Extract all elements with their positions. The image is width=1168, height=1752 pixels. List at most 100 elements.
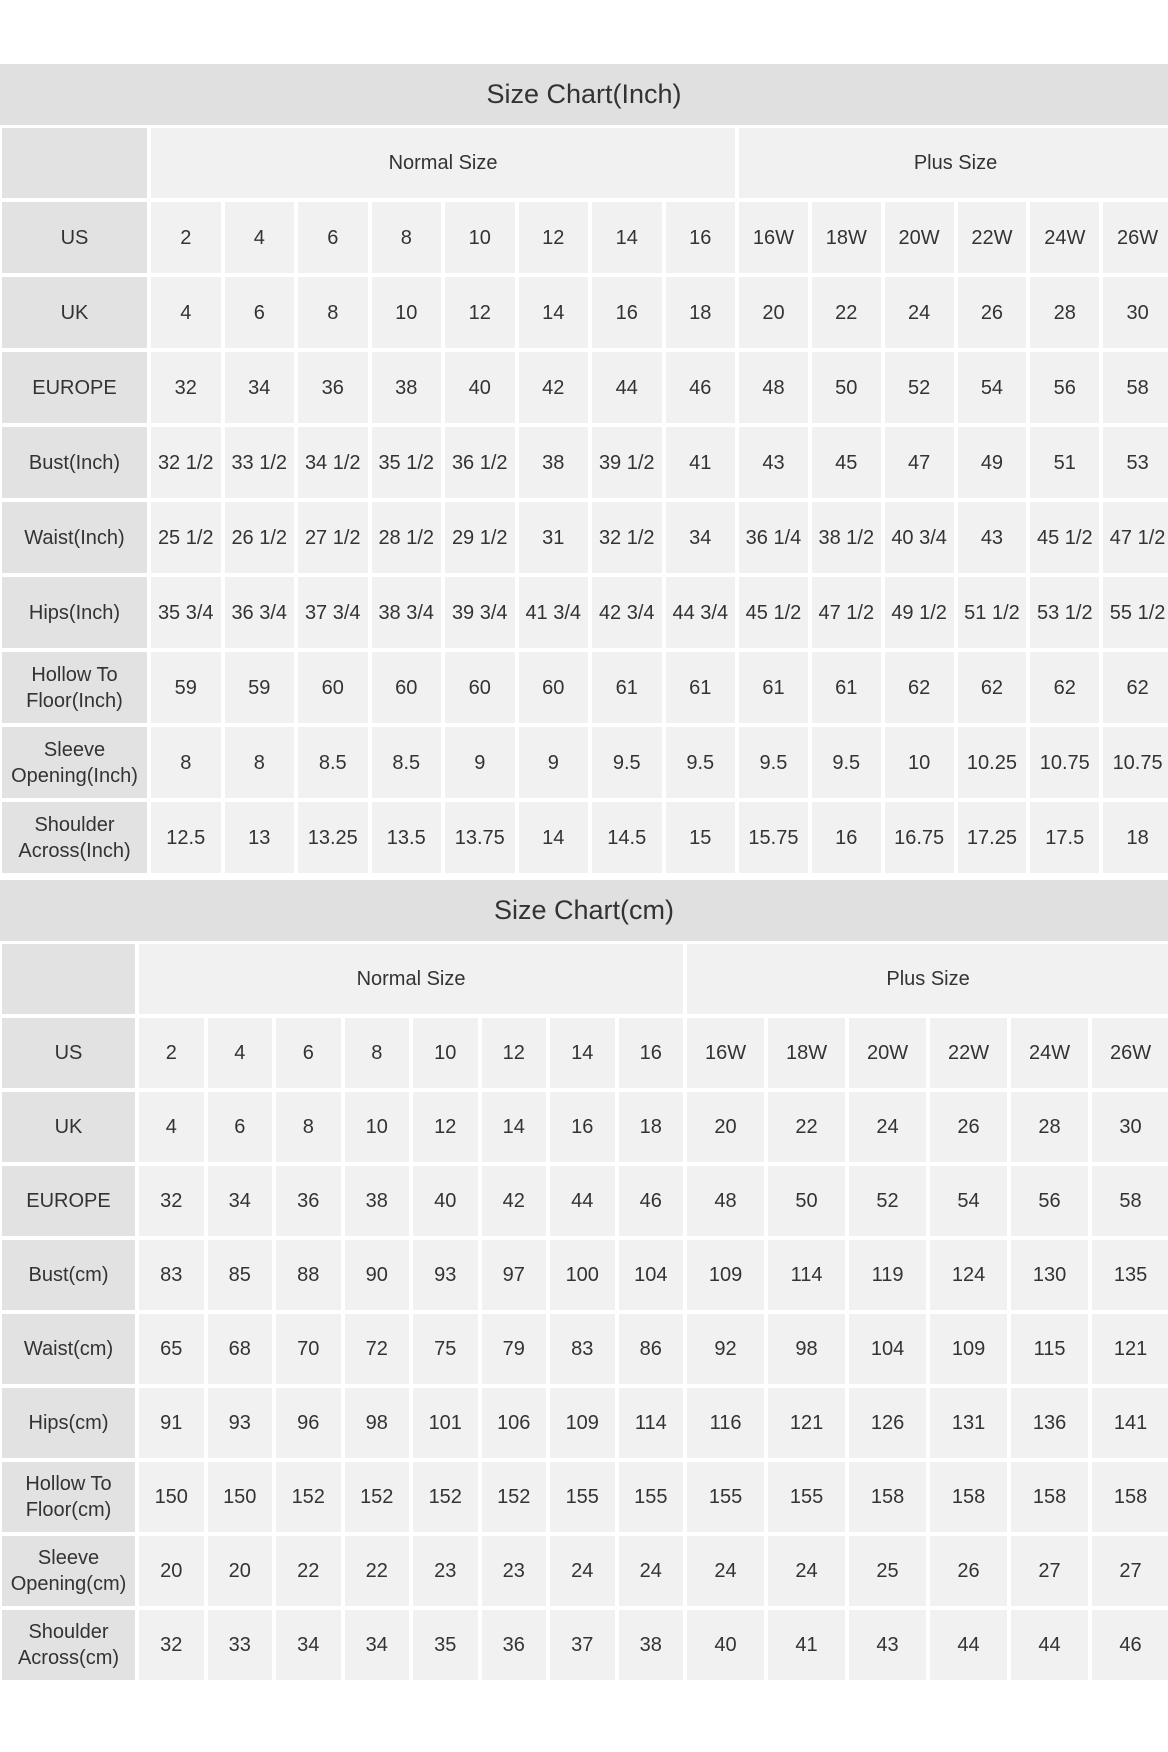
table-cell: 33 [207,1610,272,1680]
table-cell: 16 [592,277,662,348]
table-cell: 60 [518,652,588,723]
table-cell: 9 [445,727,515,798]
table-cell: 34 [344,1610,409,1680]
table-cell: 136 [1011,1388,1089,1458]
table-cell: 93 [207,1388,272,1458]
table-cell: 9.5 [592,727,662,798]
table-cell: 20 [739,277,808,348]
table-cell: 25 [849,1536,927,1606]
size-table-cm: Normal Size Plus Size US 2 4 6 8 10 12 14 16 16W 18W… [0,940,1168,1684]
table-cell: 43 [957,502,1027,573]
table-cell: 17.5 [1030,802,1100,873]
table-cell: 45 1/2 [739,577,808,648]
table-cell: 51 [1030,427,1100,498]
row-label: UK [2,1092,135,1162]
table-cell: 158 [930,1462,1008,1532]
row-label: EUROPE [2,1166,135,1236]
row-label: Hips(Inch) [2,577,147,648]
table-cell: 16 [550,1092,615,1162]
table-cell: 72 [344,1314,409,1384]
table-cell: 10 [371,277,441,348]
table-cell: 23 [413,1536,478,1606]
table-row: EUROPE 32 34 36 38 40 42 44 46 48 50 52 54 56 58 [2,352,1168,423]
table-cell: 9.5 [811,727,881,798]
table-cell: 27 [1092,1536,1168,1606]
table-cell: 27 [1011,1536,1089,1606]
table-cell: 158 [1011,1462,1089,1532]
table-cell: 52 [884,352,954,423]
table-cell: 20 [207,1536,272,1606]
table-cell: 60 [371,652,441,723]
table-cell: 41 3/4 [518,577,588,648]
table-cell: 155 [550,1462,615,1532]
row-label: UK [2,277,147,348]
table-cell: 22 [768,1092,846,1162]
table-cell: 46 [618,1166,684,1236]
chart-title: Size Chart(Inch) [0,64,1168,125]
table-cell: 9.5 [739,727,808,798]
table-cell: 100 [550,1240,615,1310]
table-cell: 8 [371,202,441,273]
table-cell: 34 [276,1610,341,1680]
table-cell: 38 1/2 [811,502,881,573]
table-cell: 10 [445,202,515,273]
table-cell: 18 [1103,802,1168,873]
table-cell: 109 [930,1314,1008,1384]
table-cell: 61 [739,652,808,723]
table-cell: 109 [687,1240,765,1310]
table-cell: 14 [592,202,662,273]
table-cell: 10.25 [957,727,1027,798]
table-cell: 22 [811,277,881,348]
table-cell: 38 [371,352,441,423]
table-cell: 59 [151,652,221,723]
size-chart-cm: Size Chart(cm) Normal Size Plus Size US 2 4 6… [0,880,1168,1684]
table-cell: 8 [298,277,368,348]
plus-size-header: Plus Size [687,944,1168,1014]
table-cell: 75 [413,1314,478,1384]
table-cell: 26W [1092,1018,1168,1088]
table-cell: 58 [1103,352,1168,423]
table-cell: 24 [849,1092,927,1162]
table-cell: 43 [849,1610,927,1680]
table-cell: 20W [884,202,954,273]
table-cell: 25 1/2 [151,502,221,573]
corner-cell [2,128,147,198]
table-cell: 119 [849,1240,927,1310]
table-cell: 26 [930,1536,1008,1606]
table-cell: 114 [768,1240,846,1310]
table-cell: 61 [665,652,736,723]
table-cell: 62 [1103,652,1168,723]
table-cell: 49 1/2 [884,577,954,648]
table-cell: 38 [518,427,588,498]
table-cell: 40 [687,1610,765,1680]
table-cell: 44 3/4 [665,577,736,648]
row-label: Bust(cm) [2,1240,135,1310]
table-row: Hollow To Floor(cm) 150 150 152 152 152 152 155… [2,1462,1168,1532]
table-cell: 8 [276,1092,341,1162]
table-cell: 79 [481,1314,546,1384]
table-cell: 36 1/4 [739,502,808,573]
table-cell: 104 [618,1240,684,1310]
table-cell: 12.5 [151,802,221,873]
table-cell: 8 [344,1018,409,1088]
table-cell: 8.5 [298,727,368,798]
table-cell: 34 1/2 [298,427,368,498]
chart-title: Size Chart(cm) [0,880,1168,941]
table-cell: 16W [687,1018,765,1088]
row-label: US [2,202,147,273]
row-label: Waist(cm) [2,1314,135,1384]
table-cell: 31 [518,502,588,573]
table-cell: 4 [151,277,221,348]
table-row: UK 4 6 8 10 12 14 16 18 20 22 24 26 28 30 [2,277,1168,348]
table-row: Bust(cm) 83 85 88 90 93 97 100 104 109 114 119 124 13… [2,1240,1168,1310]
table-cell: 47 1/2 [811,577,881,648]
table-cell: 90 [344,1240,409,1310]
table-row: EUROPE 32 34 36 38 40 42 44 46 48 50 52 54 56 58 [2,1166,1168,1236]
table-row: Waist(cm) 65 68 70 72 75 79 83 86 92 98 104 109 115 12… [2,1314,1168,1384]
table-cell: 62 [884,652,954,723]
table-cell: 15 [665,802,736,873]
table-cell: 36 3/4 [224,577,294,648]
table-cell: 22W [930,1018,1008,1088]
table-cell: 4 [207,1018,272,1088]
table-cell: 13.75 [445,802,515,873]
